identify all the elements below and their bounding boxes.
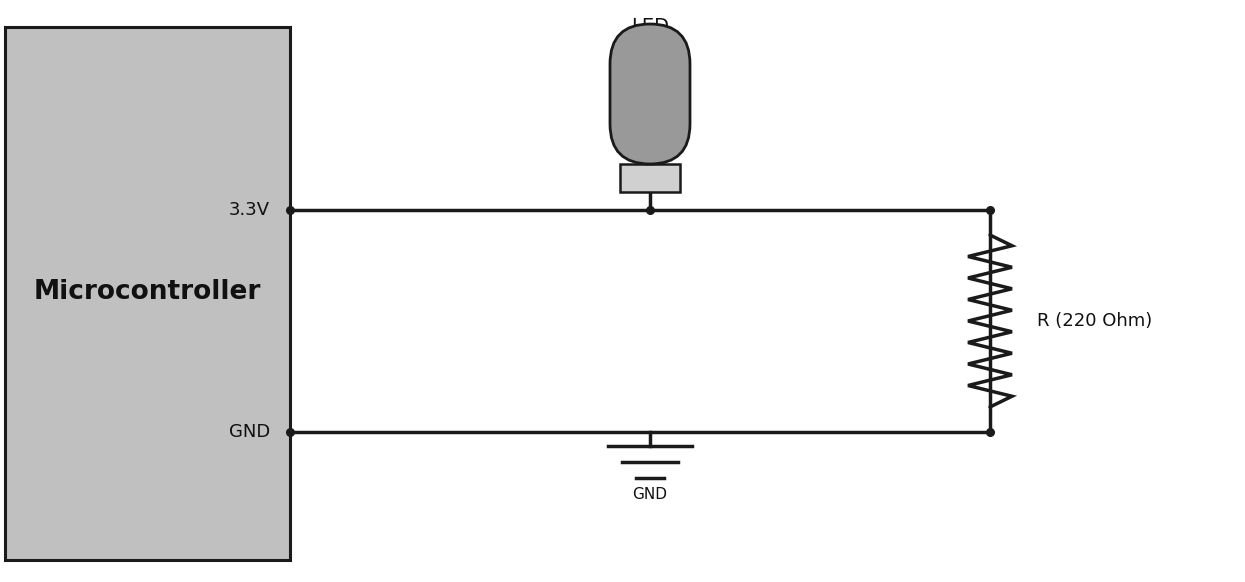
Text: Microcontroller: Microcontroller [34, 279, 261, 305]
Bar [5, 27, 290, 560]
FancyBboxPatch shape [610, 24, 690, 164]
Bar [620, 164, 680, 192]
Text: GND: GND [229, 423, 270, 441]
Text: 3.3V: 3.3V [229, 201, 270, 219]
Text: GND: GND [632, 487, 667, 502]
Text: R (220 Ohm): R (220 Ohm) [1037, 312, 1153, 330]
Text: LED
(red): LED (red) [626, 17, 674, 58]
